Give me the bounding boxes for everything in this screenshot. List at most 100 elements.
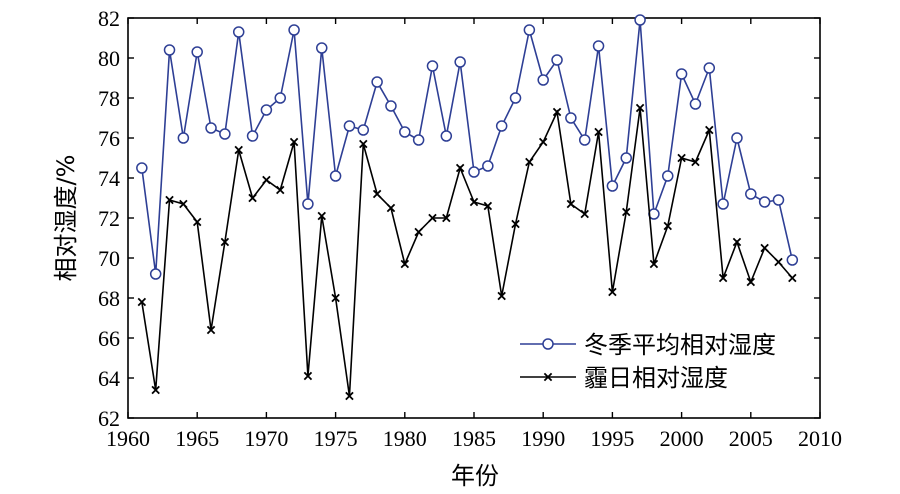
data-point [343, 120, 356, 132]
x-tick-label: 1980 [383, 426, 427, 451]
x-tick-label: 1995 [590, 426, 634, 451]
data-point [137, 297, 147, 307]
data-point [386, 203, 396, 213]
y-tick-label: 76 [98, 126, 120, 151]
data-point [163, 44, 176, 56]
data-point [495, 120, 508, 132]
data-point [606, 180, 619, 192]
data-point [469, 197, 479, 207]
x-tick-label: 2000 [660, 426, 704, 451]
data-point [302, 198, 314, 210]
data-point [400, 259, 410, 269]
data-point [580, 209, 589, 219]
data-point [565, 112, 577, 124]
data-point [329, 170, 342, 182]
data-point [786, 254, 799, 266]
x-tick-label: 2005 [729, 426, 773, 451]
series-line [141, 107, 793, 397]
data-point [357, 124, 370, 136]
data-point [455, 163, 465, 173]
y-axis-title: 相对湿度/% [52, 155, 80, 282]
data-point [788, 273, 797, 283]
data-point [260, 104, 273, 116]
y-tick-label: 62 [98, 406, 120, 431]
data-point [497, 291, 506, 301]
x-tick-label: 1970 [244, 426, 288, 451]
data-point [523, 24, 536, 36]
data-point [165, 195, 174, 205]
x-tick-label: 1990 [521, 426, 565, 451]
data-point [745, 188, 757, 200]
data-point [219, 128, 231, 140]
data-point [608, 287, 617, 297]
data-point [232, 26, 245, 38]
data-point [276, 185, 285, 195]
data-point [732, 237, 742, 247]
data-point [412, 134, 425, 146]
legend-marker [543, 372, 553, 382]
series-winter-humidity [136, 14, 799, 280]
data-point [359, 139, 368, 149]
series-haze-humidity [137, 103, 797, 401]
y-tick-label: 68 [98, 286, 120, 311]
data-point [345, 391, 354, 401]
data-point [468, 166, 480, 178]
data-point [303, 371, 313, 381]
data-point [316, 42, 328, 54]
series-line [141, 19, 794, 275]
data-point [248, 193, 257, 203]
data-point [758, 196, 771, 208]
x-tick-label: 1985 [452, 426, 496, 451]
data-point [552, 107, 562, 117]
data-point [371, 76, 383, 88]
data-point [428, 213, 437, 223]
data-point [385, 100, 397, 112]
data-point [525, 157, 534, 167]
data-point [717, 198, 729, 210]
data-point [205, 122, 217, 134]
data-point [192, 217, 202, 227]
data-point [246, 130, 259, 142]
data-point [191, 46, 203, 58]
y-tick-label: 66 [98, 326, 120, 351]
y-tick-label: 72 [98, 206, 120, 231]
data-point [551, 54, 563, 66]
data-point [317, 211, 326, 221]
data-point [718, 273, 728, 283]
axes-layer: 1960 1965 1970 1975 1980 1985 1990 1995 2000 2005… [98, 6, 842, 451]
y-tick-label: 78 [98, 86, 120, 111]
data-point [746, 277, 756, 287]
data-point [454, 56, 466, 68]
series-layer [136, 14, 799, 401]
data-point [691, 157, 700, 167]
data-point [649, 259, 659, 269]
data-point [399, 126, 411, 138]
data-point [592, 40, 605, 52]
data-point [440, 130, 453, 142]
data-point [136, 162, 148, 174]
data-point [578, 134, 591, 146]
data-point [509, 92, 522, 104]
data-point [234, 145, 243, 155]
data-point [689, 98, 702, 110]
data-point [635, 103, 645, 113]
y-tick-label: 80 [98, 46, 120, 71]
data-point [442, 213, 451, 223]
data-point [206, 325, 216, 335]
data-point [151, 385, 160, 395]
x-tick-label: 1960 [106, 426, 150, 451]
data-point [538, 137, 548, 147]
x-tick-label: 1975 [314, 426, 358, 451]
data-point [566, 199, 576, 209]
data-point [662, 170, 674, 182]
data-point [289, 137, 299, 147]
data-point [220, 237, 230, 247]
y-tick-label: 82 [98, 6, 120, 31]
data-point [622, 207, 631, 217]
data-point [677, 153, 686, 163]
data-point [372, 189, 382, 199]
data-point [511, 219, 520, 229]
data-point [772, 194, 785, 206]
